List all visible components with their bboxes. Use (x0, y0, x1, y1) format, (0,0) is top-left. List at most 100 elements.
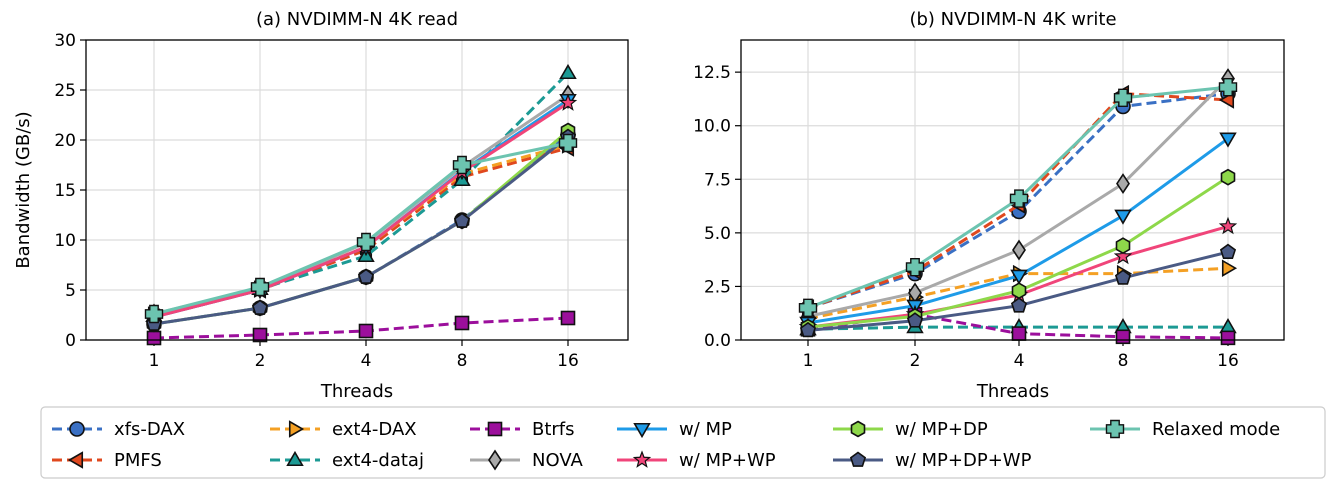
legend-label: PMFS (114, 450, 162, 471)
y-tick-label: 0 (65, 331, 76, 351)
panel-title-read: (a) NVDIMM-N 4K read (256, 9, 458, 30)
x-tick-label: 16 (1217, 351, 1239, 371)
legend-frame (40, 406, 1326, 479)
x-tick-label: 4 (1014, 351, 1025, 371)
legend-entry-ext4-dax: ext4-DAX (270, 419, 417, 440)
data-point-relaxed-mode (356, 232, 376, 252)
data-point-w-mp-dp-wp (1010, 297, 1028, 313)
data-point-w-mp-wp (558, 93, 578, 111)
legend-entry-w-mp-wp: w/ MP+WP (617, 450, 776, 471)
legend-marker (288, 420, 305, 438)
legend-marker (487, 421, 503, 437)
data-point-w-mp-dp (1220, 168, 1236, 186)
data-point-w-mp (1010, 269, 1028, 285)
series-nova (147, 84, 575, 325)
legend-entry-btrfs: Btrfs (470, 419, 575, 440)
series-pmfs (144, 139, 575, 326)
legend: xfs-DAX PMFS ext4-DAX ext4-dataj Btrfs NOVA w/… (40, 406, 1326, 479)
data-point-relaxed-mode (798, 298, 818, 318)
legend-entry-xfs-dax: xfs-DAX (52, 419, 185, 440)
data-point-w-mp (1219, 132, 1237, 148)
y-tick-label: 5.0 (704, 224, 731, 244)
y-axis-label-read: Bandwidth (GB/s) (13, 111, 34, 268)
y-tick-label: 30 (54, 31, 76, 51)
y-tick-label: 10 (54, 231, 76, 251)
legend-marker (67, 451, 84, 469)
series-line-w-mp (153, 98, 569, 319)
data-point-btrfs (1220, 330, 1236, 346)
y-tick-label: 5 (65, 281, 76, 301)
data-point-ext4-dataj (559, 63, 577, 80)
y-tick-label: 25 (54, 81, 76, 101)
data-point-w-mp (1114, 209, 1132, 225)
legend-marker (69, 421, 85, 437)
data-point-w-mp-wp (1113, 246, 1133, 265)
data-point-w-mp-dp-wp (357, 268, 375, 284)
legend-marker (633, 422, 651, 439)
data-point-w-mp-wp (1218, 216, 1238, 235)
data-point-w-mp-dp-wp (799, 321, 817, 338)
legend-marker (850, 420, 866, 438)
panel-write: (b) NVDIMM-N 4K write Threads 0.0 2.5 5.0 7… (693, 9, 1285, 402)
y-tick-label: 0.0 (704, 331, 731, 351)
plot-frame-read (85, 39, 629, 341)
data-point-relaxed-mode (1218, 77, 1238, 97)
data-point-btrfs (1115, 329, 1131, 345)
data-point-btrfs (1011, 326, 1027, 341)
data-point-ext4-dax (1221, 259, 1238, 277)
x-tick-label: 8 (1118, 351, 1129, 371)
x-tick-label: 4 (361, 351, 372, 371)
x-tick-label: 2 (910, 351, 921, 371)
data-point-w-mp-dp-wp (906, 312, 924, 328)
data-point-btrfs (454, 315, 470, 331)
data-point-relaxed-mode (1113, 88, 1133, 108)
x-tick-label: 8 (457, 351, 468, 371)
series-line-relaxed-mode (153, 141, 569, 316)
data-point-relaxed-mode (144, 304, 164, 324)
y-tick-label: 2.5 (704, 277, 731, 297)
data-point-w-mp-dp-wp (1219, 243, 1237, 260)
data-point-w-mp-dp-wp (1114, 269, 1132, 285)
data-point-nova (1012, 239, 1026, 261)
series-w-mp (799, 132, 1237, 332)
legend-label: Btrfs (532, 419, 575, 440)
y-tick-label: 7.5 (704, 170, 731, 190)
legend-marker (488, 449, 502, 471)
legend-label: w/ MP+WP (679, 450, 776, 471)
data-point-relaxed-mode (452, 155, 472, 175)
data-point-w-mp-dp (1115, 237, 1131, 255)
series-line-pmfs (153, 146, 569, 319)
panel-read: (a) NVDIMM-N 4K read Threads Bandwidth (… (13, 9, 629, 402)
data-point-relaxed-mode (905, 257, 925, 277)
data-point-btrfs (560, 310, 576, 326)
x-tick-label: 16 (557, 351, 579, 371)
x-tick-label: 1 (149, 351, 160, 371)
legend-label: Relaxed mode (1152, 419, 1280, 440)
grid-read (80, 39, 628, 346)
series-btrfs (146, 310, 576, 346)
series-line-w-mp-dp (153, 129, 569, 326)
legend-marker (849, 451, 867, 467)
legend-entry-w-mp-dp: w/ MP+DP (833, 419, 988, 440)
data-point-nova (1116, 173, 1130, 195)
series-w-mp-dp-wp (799, 243, 1237, 338)
data-point-w-mp-dp-wp (251, 299, 269, 315)
data-point-btrfs (146, 330, 162, 346)
data-point-btrfs (252, 327, 268, 343)
legend-label: w/ MP+DP+WP (895, 450, 1032, 471)
legend-entry-relaxed-mode: Relaxed mode (1090, 419, 1280, 440)
legend-label: ext4-dataj (332, 450, 424, 471)
legend-label: ext4-DAX (332, 419, 417, 440)
series-line-w-mp-dp-wp (153, 135, 569, 326)
series-group-write (798, 68, 1238, 346)
data-point-relaxed-mode (250, 277, 270, 297)
legend-entry-nova: NOVA (470, 449, 583, 471)
legend-label: w/ MP+DP (895, 419, 988, 440)
series-line-ext4-dax (153, 143, 569, 317)
x-tick-label: 2 (255, 351, 266, 371)
legend-marker (1105, 419, 1125, 439)
x-tick-label: 1 (803, 351, 814, 371)
legend-label: xfs-DAX (114, 419, 185, 440)
plot-frame-write (740, 39, 1285, 341)
